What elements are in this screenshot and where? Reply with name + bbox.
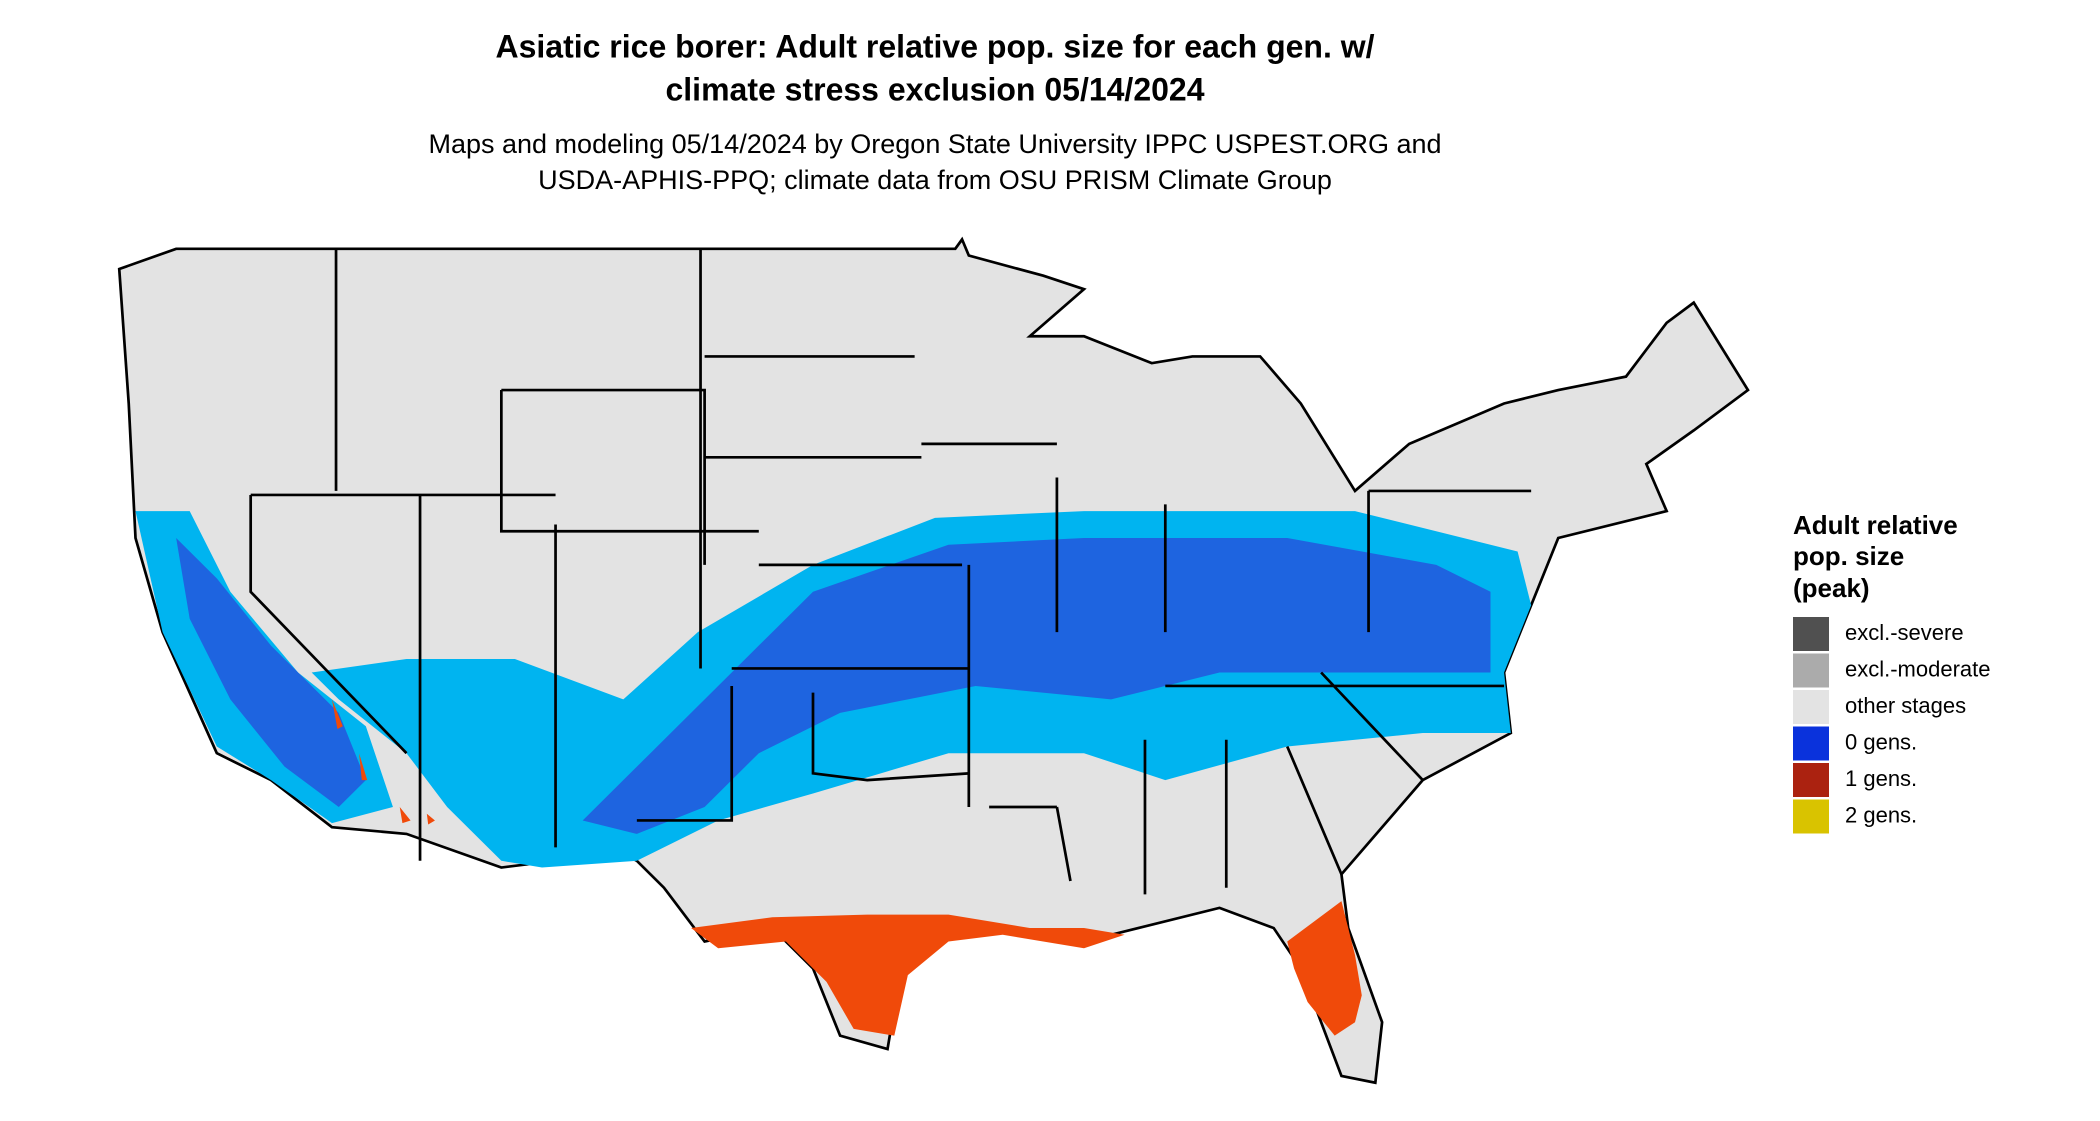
red-zone-florida xyxy=(1287,901,1362,1036)
legend-swatch xyxy=(1793,799,1829,834)
legend-label: 1 gens. xyxy=(1845,766,1917,791)
red-zone-texas xyxy=(691,914,1125,1036)
state-borders xyxy=(249,248,1532,895)
map xyxy=(117,236,1750,1085)
legend-swatch xyxy=(1793,763,1829,797)
legend-title-line: Adult relative xyxy=(1793,510,1958,540)
title-line: Asiatic rice borer: Adult relative pop. … xyxy=(495,28,1374,64)
legend-swatch xyxy=(1793,690,1829,724)
dark-blue-zone-west xyxy=(176,538,366,807)
legend-label: 0 gens. xyxy=(1845,729,1917,754)
legend-label: excl.-severe xyxy=(1845,620,1964,645)
subtitle-line: USDA-APHIS-PPQ; climate data from OSU PR… xyxy=(538,165,1332,195)
legend-swatch xyxy=(1793,653,1829,688)
legend-title-line: pop. size xyxy=(1793,541,1904,571)
legend-title-line: (peak) xyxy=(1793,573,1870,603)
legend-label: excl.-moderate xyxy=(1845,656,1991,681)
legend-label: 2 gens. xyxy=(1845,802,1917,827)
subtitle-line: Maps and modeling 05/14/2024 by Oregon S… xyxy=(428,129,1441,159)
title-line: climate stress exclusion 05/14/2024 xyxy=(665,71,1204,107)
dark-blue-zone xyxy=(582,538,1491,834)
legend-swatch xyxy=(1793,726,1829,761)
legend-swatch xyxy=(1793,617,1829,651)
legend-label: other stages xyxy=(1845,693,1966,718)
legend: excl.-severe excl.-moderate other stages 0 … xyxy=(1793,617,1991,834)
